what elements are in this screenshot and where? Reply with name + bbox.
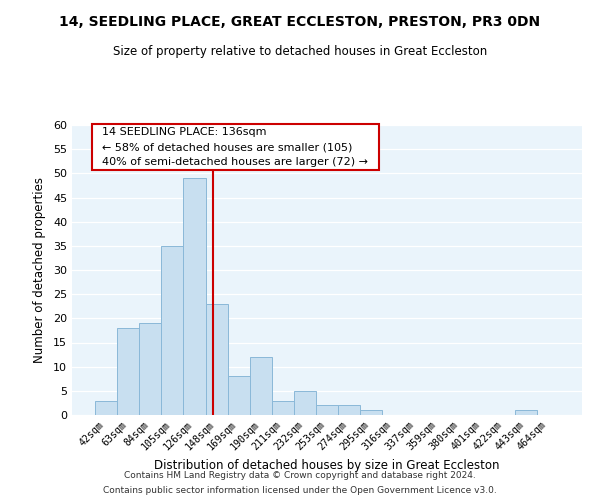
Y-axis label: Number of detached properties: Number of detached properties bbox=[33, 177, 46, 363]
Text: Contains HM Land Registry data © Crown copyright and database right 2024.: Contains HM Land Registry data © Crown c… bbox=[124, 471, 476, 480]
Bar bbox=[206, 304, 227, 415]
Bar bbox=[272, 400, 294, 415]
Bar bbox=[515, 410, 537, 415]
Bar bbox=[294, 391, 316, 415]
Bar bbox=[316, 406, 338, 415]
Bar bbox=[184, 178, 206, 415]
Text: Size of property relative to detached houses in Great Eccleston: Size of property relative to detached ho… bbox=[113, 45, 487, 58]
Bar bbox=[139, 323, 161, 415]
Bar bbox=[338, 406, 360, 415]
Bar bbox=[227, 376, 250, 415]
Text: 14 SEEDLING PLACE: 136sqm
  ← 58% of detached houses are smaller (105)
  40% of : 14 SEEDLING PLACE: 136sqm ← 58% of detac… bbox=[95, 128, 375, 167]
Text: 14, SEEDLING PLACE, GREAT ECCLESTON, PRESTON, PR3 0DN: 14, SEEDLING PLACE, GREAT ECCLESTON, PRE… bbox=[59, 15, 541, 29]
Bar bbox=[161, 246, 184, 415]
Bar bbox=[95, 400, 117, 415]
Bar bbox=[117, 328, 139, 415]
Bar bbox=[360, 410, 382, 415]
Text: Contains public sector information licensed under the Open Government Licence v3: Contains public sector information licen… bbox=[103, 486, 497, 495]
X-axis label: Distribution of detached houses by size in Great Eccleston: Distribution of detached houses by size … bbox=[154, 460, 500, 472]
Bar bbox=[250, 357, 272, 415]
